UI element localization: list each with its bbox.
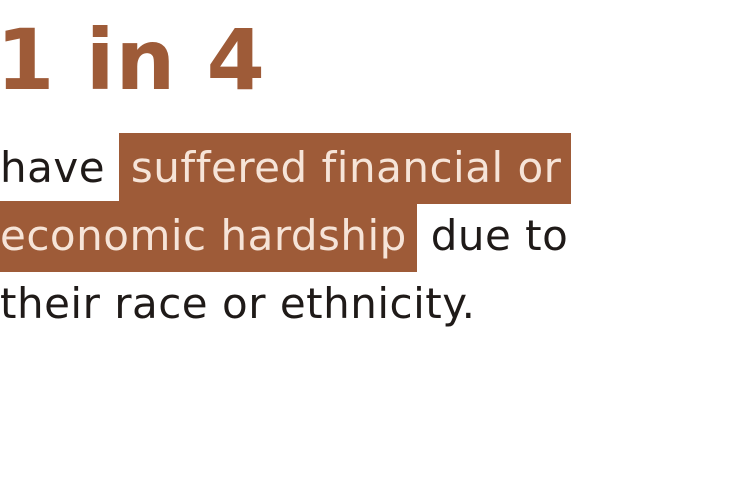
statement-line-1: have suffered financial or: [0, 133, 572, 204]
statement-text: due to: [416, 211, 569, 260]
statement-highlight: suffered financial or: [118, 133, 572, 204]
stat-headline: 1 in 4: [0, 11, 266, 109]
statement-line-3: their race or ethnicity.: [0, 283, 475, 325]
statement-text: have: [0, 143, 119, 192]
statement-line-2: economic hardship due to: [0, 201, 568, 272]
statement-highlight: economic hardship: [0, 201, 417, 272]
statement-text: their race or ethnicity.: [0, 279, 476, 328]
